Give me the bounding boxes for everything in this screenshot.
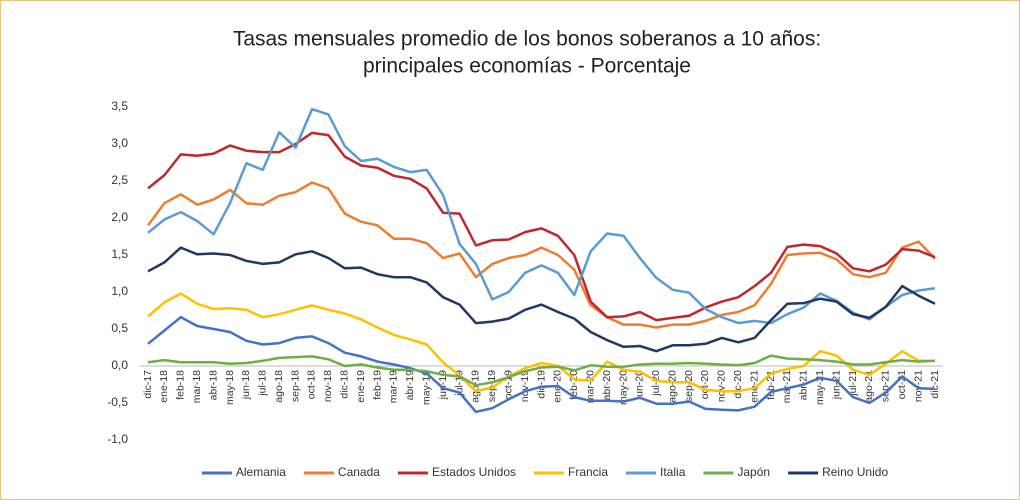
x-tick-label: jun-21	[830, 370, 842, 400]
x-tick-label: jul-20	[650, 370, 662, 397]
y-tick-label: 2,0	[111, 210, 128, 224]
x-tick-label: nov-20	[716, 370, 728, 402]
x-tick-label: oct-18	[306, 370, 318, 399]
x-tick-label: sep-20	[683, 370, 695, 402]
x-tick-label: feb-19	[371, 370, 383, 400]
x-tick-label: nov-19	[519, 370, 531, 402]
x-tick-label: dic-20	[732, 370, 744, 399]
x-tick-label: ene-21	[748, 370, 760, 403]
x-tick-label: oct-21	[896, 370, 908, 399]
y-tick-label: 3,0	[111, 136, 128, 150]
x-tick-label: jul-18	[257, 370, 269, 397]
x-tick-label: abr-19	[404, 370, 416, 401]
series-line	[147, 354, 936, 387]
x-tick-label: mar-19	[388, 370, 400, 403]
x-tick-label: may-21	[814, 370, 826, 405]
x-tick-label: sep-18	[289, 370, 301, 402]
series-line	[147, 107, 936, 325]
legend-label: Canada	[338, 465, 380, 479]
x-tick-label: nov-18	[322, 370, 334, 402]
x-tick-label: ene-19	[355, 370, 367, 403]
x-tick-label: jun-20	[634, 370, 646, 400]
x-tick-label: ago-21	[863, 370, 875, 403]
x-tick-label: dic-17	[142, 370, 154, 399]
x-tick-label: dic-18	[339, 370, 351, 399]
x-tick-label: may-18	[224, 370, 236, 405]
x-tick-label: nov-21	[912, 370, 924, 402]
chart-title: Tasas mensuales promedio de los bonos so…	[233, 28, 821, 51]
y-tick-label: 0,5	[111, 321, 128, 335]
x-tick-label: jun-18	[240, 370, 252, 400]
series-line	[147, 292, 935, 393]
legend-label: Estados Unidos	[432, 465, 516, 479]
legend-label: Alemania	[236, 465, 286, 479]
x-tick-label: ene-18	[158, 370, 170, 403]
legend-label: Italia	[660, 465, 686, 479]
x-tick-label: ago-18	[273, 370, 285, 403]
x-tick-label: abr-20	[601, 370, 613, 401]
y-tick-label: -1,0	[107, 432, 128, 446]
x-tick-label: dic-19	[535, 370, 547, 399]
series-line	[147, 246, 936, 353]
y-tick-label: 3,5	[111, 99, 128, 113]
legend-label: Reino Unido	[822, 465, 888, 479]
x-tick-label: may-20	[617, 370, 629, 405]
x-tick-label: sep-19	[486, 370, 498, 402]
series-line	[147, 315, 936, 414]
series-line	[146, 181, 936, 329]
y-tick-label: 1,5	[111, 247, 128, 261]
x-tick-label: jun-19	[437, 370, 449, 400]
x-tick-label: oct-20	[699, 370, 711, 399]
x-tick-label: abr-18	[207, 370, 219, 401]
x-tick-label: may-19	[421, 370, 433, 405]
series-line	[147, 131, 936, 322]
y-tick-label: -0,5	[107, 395, 128, 409]
chart-title: principales economías - Porcentaje	[363, 55, 691, 78]
legend-label: Francia	[568, 465, 608, 479]
y-tick-label: 0,0	[111, 358, 128, 372]
y-tick-label: 1,0	[111, 284, 128, 298]
x-tick-label: sep-21	[880, 370, 892, 402]
y-tick-label: 2,5	[111, 173, 128, 187]
x-tick-label: mar-21	[781, 370, 793, 403]
x-tick-label: jul-21	[847, 370, 859, 397]
x-tick-label: feb-18	[175, 370, 187, 400]
legend-label: Japón	[737, 465, 770, 479]
x-tick-label: dic-21	[929, 370, 941, 399]
x-tick-label: mar-18	[191, 370, 203, 403]
x-tick-label: ago-20	[666, 370, 678, 403]
